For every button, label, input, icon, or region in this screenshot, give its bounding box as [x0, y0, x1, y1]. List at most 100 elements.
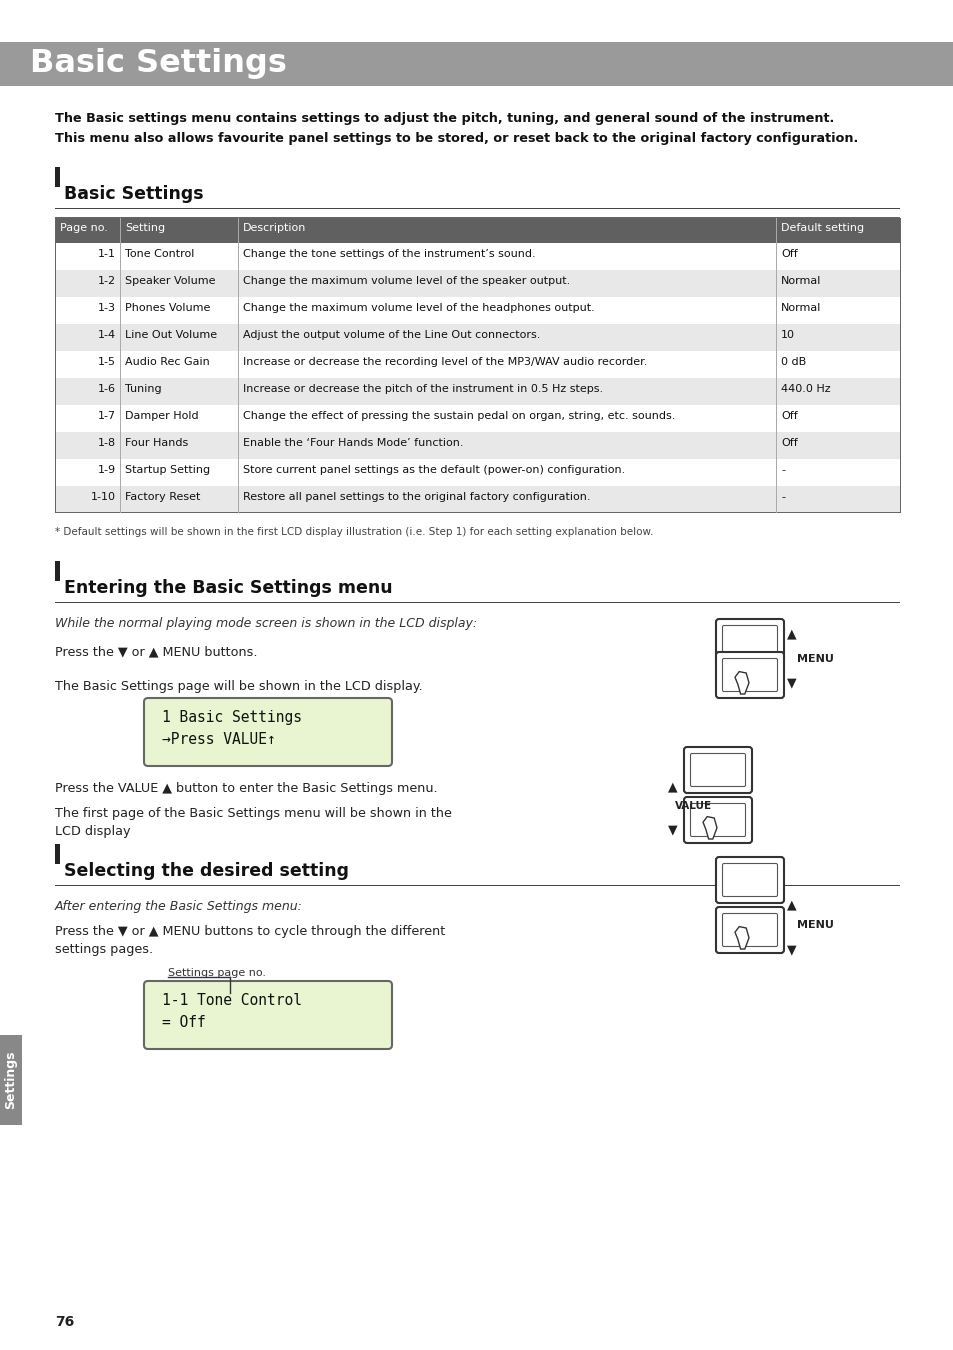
Text: LCD display: LCD display [55, 825, 131, 838]
FancyBboxPatch shape [690, 803, 744, 837]
Bar [55, 844, 60, 864]
Text: The Basic settings menu contains settings to adjust the pitch, tuning, and gener: The Basic settings menu contains setting… [55, 112, 833, 126]
FancyBboxPatch shape [690, 753, 744, 787]
Text: 1-3: 1-3 [98, 302, 116, 313]
Text: Entering the Basic Settings menu: Entering the Basic Settings menu [64, 579, 393, 597]
Text: 1-5: 1-5 [98, 356, 116, 367]
Text: Normal: Normal [781, 302, 821, 313]
Text: 1-4: 1-4 [98, 329, 116, 340]
Text: 1-9: 1-9 [98, 464, 116, 475]
Text: Restore all panel settings to the original factory configuration.: Restore all panel settings to the origin… [243, 491, 590, 502]
Text: MENU: MENU [796, 653, 833, 663]
Text: Press the ▼ or ▲ MENU buttons to cycle through the different: Press the ▼ or ▲ MENU buttons to cycle t… [55, 925, 445, 938]
Bar [55, 297, 899, 324]
Text: Change the tone settings of the instrument’s sound.: Change the tone settings of the instrume… [243, 248, 535, 259]
Text: The first page of the Basic Settings menu will be shown in the: The first page of the Basic Settings men… [55, 807, 452, 819]
FancyBboxPatch shape [716, 857, 783, 903]
Text: Change the effect of pressing the sustain pedal on organ, string, etc. sounds.: Change the effect of pressing the sustai… [243, 410, 675, 421]
Text: 10: 10 [781, 329, 794, 340]
Text: Increase or decrease the pitch of the instrument in 0.5 Hz steps.: Increase or decrease the pitch of the in… [243, 383, 602, 394]
FancyBboxPatch shape [721, 659, 777, 691]
FancyBboxPatch shape [683, 796, 751, 842]
Bar [55, 243, 899, 270]
Text: 1-1 Tone Control: 1-1 Tone Control [162, 994, 302, 1008]
Text: Line Out Volume: Line Out Volume [125, 329, 217, 340]
Text: →Press VALUE↑: →Press VALUE↑ [162, 732, 275, 747]
Text: 1-2: 1-2 [98, 275, 116, 286]
Text: 1-7: 1-7 [98, 410, 116, 421]
Text: 1-8: 1-8 [98, 437, 116, 448]
FancyBboxPatch shape [716, 620, 783, 666]
Text: ▲: ▲ [786, 899, 796, 911]
Bar [55, 217, 899, 243]
Text: 1-1: 1-1 [98, 248, 116, 259]
Bar [55, 167, 60, 188]
Text: -: - [781, 491, 784, 502]
Text: ▲: ▲ [667, 780, 677, 794]
Text: Startup Setting: Startup Setting [125, 464, 210, 475]
Text: Increase or decrease the recording level of the MP3/WAV audio recorder.: Increase or decrease the recording level… [243, 356, 647, 367]
Bar [55, 324, 899, 351]
FancyBboxPatch shape [716, 652, 783, 698]
Text: Basic Settings: Basic Settings [64, 185, 203, 202]
Text: 440.0 Hz: 440.0 Hz [781, 383, 830, 394]
Text: Change the maximum volume level of the headphones output.: Change the maximum volume level of the h… [243, 302, 594, 313]
Text: ▲: ▲ [786, 628, 796, 640]
Text: Selecting the desired setting: Selecting the desired setting [64, 863, 349, 880]
Text: Press the ▼ or ▲ MENU buttons.: Press the ▼ or ▲ MENU buttons. [55, 645, 257, 657]
Text: Press the VALUE ▲ button to enter the Basic Settings menu.: Press the VALUE ▲ button to enter the Ba… [55, 782, 437, 795]
Bar [55, 562, 60, 580]
Bar [55, 405, 899, 432]
Text: Basic Settings: Basic Settings [30, 49, 287, 80]
FancyBboxPatch shape [144, 981, 392, 1049]
Text: ▼: ▼ [667, 824, 677, 837]
Text: After entering the Basic Settings menu:: After entering the Basic Settings menu: [55, 900, 302, 913]
FancyBboxPatch shape [721, 914, 777, 946]
Text: Page no.: Page no. [60, 223, 108, 234]
Text: ▼: ▼ [786, 676, 796, 690]
Text: Off: Off [781, 437, 797, 448]
Text: ▼: ▼ [786, 944, 796, 957]
Text: Change the maximum volume level of the speaker output.: Change the maximum volume level of the s… [243, 275, 570, 286]
Text: = Off: = Off [162, 1015, 206, 1030]
Text: Tuning: Tuning [125, 383, 161, 394]
Text: Phones Volume: Phones Volume [125, 302, 211, 313]
Bar [0, 1035, 22, 1125]
Text: Settings: Settings [5, 1050, 17, 1110]
Text: 1 Basic Settings: 1 Basic Settings [162, 710, 302, 725]
Bar [55, 378, 899, 405]
Text: Tone Control: Tone Control [125, 248, 194, 259]
Text: Normal: Normal [781, 275, 821, 286]
Bar [237, 217, 239, 513]
Text: Settings page no.: Settings page no. [168, 968, 266, 977]
Text: Off: Off [781, 410, 797, 421]
Text: 1-6: 1-6 [98, 383, 116, 394]
Text: The Basic Settings page will be shown in the LCD display.: The Basic Settings page will be shown in… [55, 680, 422, 693]
Bar [775, 217, 776, 513]
Bar [55, 351, 899, 378]
Text: While the normal playing mode screen is shown in the LCD display:: While the normal playing mode screen is … [55, 617, 476, 630]
Text: MENU: MENU [796, 919, 833, 930]
Text: Store current panel settings as the default (power-on) configuration.: Store current panel settings as the defa… [243, 464, 624, 475]
Text: Off: Off [781, 248, 797, 259]
Bar [899, 217, 900, 513]
Text: Damper Hold: Damper Hold [125, 410, 198, 421]
Text: Four Hands: Four Hands [125, 437, 188, 448]
Text: Setting: Setting [125, 223, 165, 234]
FancyBboxPatch shape [716, 907, 783, 953]
FancyBboxPatch shape [721, 625, 777, 659]
Bar [0, 42, 953, 86]
Text: Enable the ‘Four Hands Mode’ function.: Enable the ‘Four Hands Mode’ function. [243, 437, 463, 448]
Text: Default setting: Default setting [781, 223, 863, 234]
Text: VALUE: VALUE [675, 801, 711, 811]
Text: 76: 76 [55, 1315, 74, 1328]
Text: Factory Reset: Factory Reset [125, 491, 200, 502]
Bar [55, 432, 899, 459]
Text: Adjust the output volume of the Line Out connectors.: Adjust the output volume of the Line Out… [243, 329, 539, 340]
FancyBboxPatch shape [683, 747, 751, 792]
Text: This menu also allows favourite panel settings to be stored, or reset back to th: This menu also allows favourite panel se… [55, 132, 858, 144]
FancyBboxPatch shape [144, 698, 392, 765]
Polygon shape [702, 817, 717, 838]
Text: 1-10: 1-10 [91, 491, 116, 502]
Bar [55, 459, 899, 486]
